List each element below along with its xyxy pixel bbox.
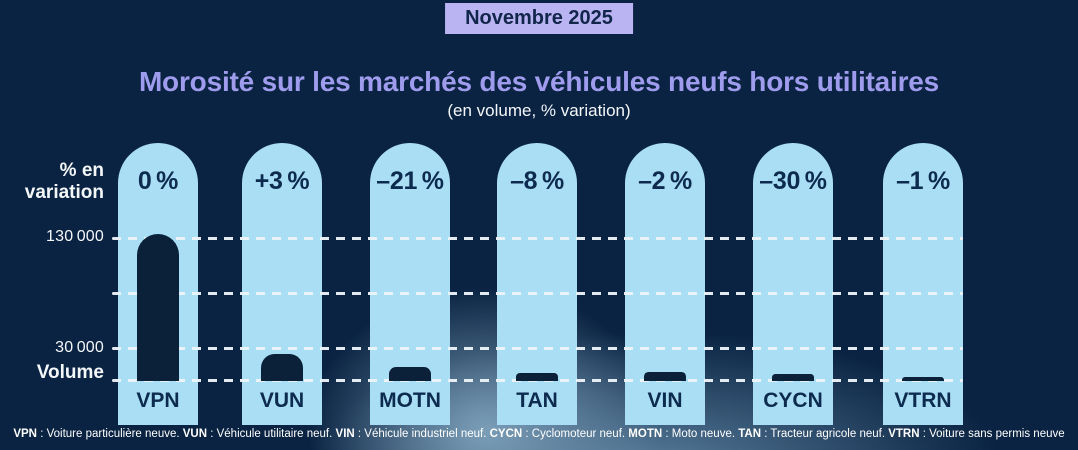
gridline-30000	[112, 347, 963, 350]
volume-bar	[516, 373, 558, 381]
date-badge: Novembre 2025	[445, 3, 633, 34]
category-label: VPN	[136, 389, 180, 412]
ytick-130000: 130 000	[46, 228, 104, 245]
category-label: MOTN	[379, 389, 441, 412]
axis-label-volume: Volume	[36, 362, 104, 383]
category-label: TAN	[516, 389, 558, 412]
footnote-abbr: VUN	[182, 428, 208, 440]
ytick-30000: 30 000	[55, 339, 104, 356]
footnote-abbr: TAN	[738, 428, 762, 440]
volume-bar	[644, 372, 686, 381]
footnote-abbr: VPN	[13, 428, 37, 440]
column-cycn: –30 % CYCN	[753, 143, 833, 425]
percent-variation-label: –21 %	[376, 167, 444, 195]
volume-bar	[902, 376, 944, 381]
footnote-abbr: VIN	[335, 428, 355, 440]
footnote-abbr: VTRN	[888, 428, 920, 440]
column-motn: –21 % MOTN	[370, 143, 450, 425]
chart-title: Morosité sur les marchés des véhicules n…	[138, 66, 940, 97]
column-vpn: 0 % VPN	[118, 143, 198, 425]
gridline-130000	[112, 237, 963, 240]
footnote-abbr: MOTN	[628, 428, 663, 440]
column-tan: –8 % TAN	[497, 143, 577, 425]
percent-variation-label: –30 %	[759, 167, 827, 195]
column-vun: +3 % VUN	[242, 143, 322, 425]
category-label: CYCN	[763, 389, 823, 412]
percent-variation-label: –8 %	[510, 167, 564, 195]
volume-bar	[389, 366, 431, 381]
category-label: VTRN	[894, 389, 952, 412]
category-label: VUN	[259, 389, 305, 412]
volume-bar	[772, 374, 814, 381]
percent-variation-label: –1 %	[896, 167, 950, 195]
category-label: VIN	[647, 389, 683, 412]
footnote-abbr: CYCN	[489, 428, 523, 440]
volume-bar	[137, 233, 179, 381]
gridline-mid	[112, 292, 963, 295]
chart-subtitle: (en volume, % variation)	[447, 101, 631, 120]
percent-variation-label: –2 %	[638, 167, 692, 195]
column-vtrn: –1 % VTRN	[883, 143, 963, 425]
footnote-legend: VPN : Voiture particulière neuve. VUN : …	[13, 428, 1065, 440]
column-vin: –2 % VIN	[625, 143, 705, 425]
volume-bar	[261, 353, 303, 381]
axis-label-pct-variation: % en variation	[24, 160, 104, 204]
percent-variation-label: 0 %	[137, 167, 179, 195]
percent-variation-label: +3 %	[254, 167, 310, 195]
